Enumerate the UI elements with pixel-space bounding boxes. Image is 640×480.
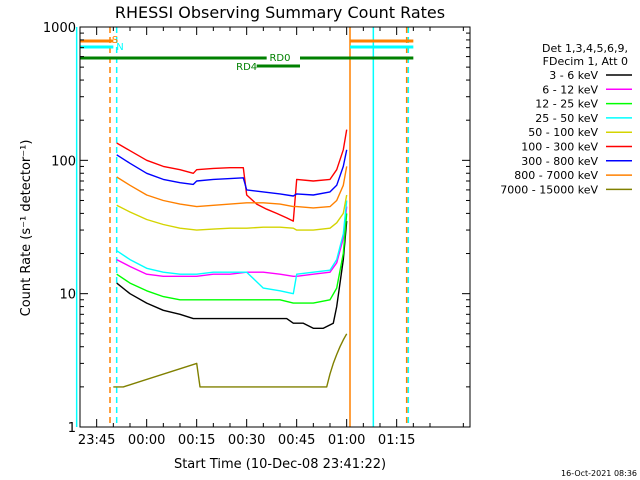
- x-axis-label: Start Time (10-Dec-08 23:41:22): [174, 457, 386, 472]
- y-tick-label-2: 100: [51, 154, 76, 169]
- series-line-6: [116, 149, 348, 197]
- series-line-8: [113, 333, 348, 388]
- x-tick-label-6: 01:15: [378, 433, 415, 448]
- series-line-2: [116, 213, 348, 304]
- plot-area: SN RD0 RD4 1 10 100 1000 23:45 00:00 00:15 00:30 00…: [43, 21, 471, 448]
- y-tick-label-0: 1: [68, 421, 76, 436]
- legend-label-2: 12 - 25 keV: [535, 98, 598, 111]
- x-tick-label-4: 00:45: [278, 433, 315, 448]
- legend-label-3: 25 - 50 keV: [535, 112, 598, 125]
- series-line-0: [116, 221, 348, 329]
- legend-header-0: Det 1,3,4,5,6,9,: [542, 42, 628, 55]
- legend-header-1: FDecim 1, Att 0: [543, 55, 628, 68]
- chart-title: RHESSI Observing Summary Count Rates: [115, 3, 445, 22]
- x-tick-label-1: 00:00: [128, 433, 165, 448]
- legend-label-8: 7000 - 15000 keV: [500, 183, 598, 196]
- legend-label-7: 800 - 7000 keV: [514, 169, 598, 182]
- series-line-1: [116, 206, 348, 277]
- legend-label-1: 6 - 12 keV: [542, 83, 598, 96]
- legend-label-4: 50 - 100 keV: [528, 126, 598, 139]
- legend-label-0: 3 - 6 keV: [549, 69, 598, 82]
- series-line-7: [116, 166, 348, 209]
- flag-label-rd0: RD0: [269, 53, 290, 64]
- series-line-4: [116, 194, 348, 231]
- series-line-3: [116, 200, 348, 295]
- y-tick-label-3: 1000: [43, 21, 76, 36]
- flag-label-s: S: [112, 35, 118, 46]
- series-line-5: [116, 129, 348, 222]
- flag-label-n: N: [116, 42, 123, 53]
- legend: Det 1,3,4,5,6,9,FDecim 1, Att 03 - 6 keV…: [500, 42, 632, 196]
- legend-label-6: 300 - 800 keV: [521, 155, 598, 168]
- legend-label-5: 100 - 300 keV: [521, 141, 598, 154]
- generation-timestamp: 16-Oct-2021 08:36: [561, 469, 637, 478]
- x-tick-label-0: 23:45: [78, 433, 115, 448]
- plot-frame: [79, 26, 471, 428]
- x-tick-label-5: 01:00: [328, 433, 365, 448]
- y-tick-label-1: 10: [59, 288, 76, 303]
- x-tick-label-2: 00:15: [178, 433, 215, 448]
- flag-label-rd4: RD4: [236, 62, 257, 73]
- y-axis-label: Count Rate (s⁻¹ detector⁻¹): [19, 140, 34, 317]
- x-tick-label-3: 00:30: [228, 433, 265, 448]
